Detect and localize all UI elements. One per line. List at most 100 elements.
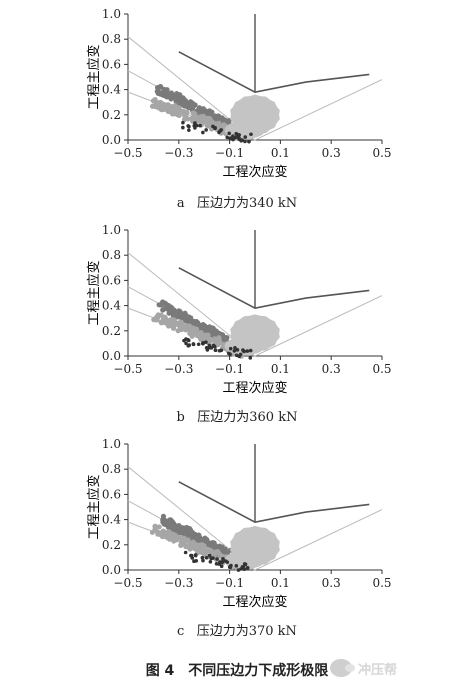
- y-axis-label: 工程主应变: [86, 474, 102, 539]
- x-tick-label: −0.1: [215, 576, 244, 590]
- strain-point: [155, 531, 161, 537]
- strain-point: [193, 126, 197, 130]
- strain-point: [224, 549, 230, 555]
- strain-point: [204, 345, 209, 350]
- strain-point: [218, 129, 222, 133]
- strain-point: [152, 96, 158, 103]
- strain-point: [189, 533, 195, 539]
- caption-letter: a: [176, 196, 185, 211]
- strain-point: [242, 567, 247, 572]
- y-tick-label: 0.8: [102, 248, 121, 262]
- y-tick-label: 0.8: [102, 32, 121, 46]
- strain-point: [201, 558, 205, 563]
- strain-point: [166, 524, 173, 530]
- safety-line: [254, 509, 383, 571]
- strain-point: [240, 138, 244, 142]
- strain-point: [207, 343, 212, 348]
- strain-point: [249, 132, 253, 137]
- strain-point: [182, 540, 188, 546]
- y-tick-label: 0.2: [102, 538, 121, 552]
- strain-point: [189, 333, 195, 339]
- flc-chart-c: −0.5 −0.3 −0.1 0.1 0.3 0.50.00.20.40.60.81.0 …: [86, 437, 392, 610]
- x-tick-label: −0.5: [113, 576, 142, 590]
- strain-point: [216, 338, 223, 344]
- strain-point: [170, 526, 176, 532]
- strain-point: [207, 553, 212, 558]
- strain-point: [229, 563, 233, 568]
- y-tick-label: 0.0: [102, 563, 121, 577]
- strain-point: [216, 120, 222, 126]
- caption-text: 压边力为370 kN: [196, 624, 297, 639]
- x-tick-label: 0.3: [322, 362, 341, 376]
- strain-point: [186, 124, 190, 128]
- y-tick-label: 1.0: [102, 7, 121, 21]
- strain-point: [182, 338, 186, 343]
- strain-point: [241, 348, 245, 352]
- y-tick-label: 0.8: [102, 462, 121, 476]
- y-tick-label: 1.0: [102, 437, 121, 451]
- strain-point: [248, 348, 253, 353]
- strain-point: [194, 333, 200, 339]
- strain-point: [217, 348, 222, 353]
- strain-point: [199, 547, 205, 553]
- strain-point: [225, 560, 230, 564]
- strain-point: [149, 529, 156, 535]
- strain-point: [209, 556, 214, 561]
- strain-point: [204, 340, 208, 344]
- strain-point: [188, 315, 194, 321]
- strain-point: [231, 134, 235, 138]
- caption-c: c 压边力为370 kN: [0, 620, 474, 639]
- x-tick-label: −0.3: [164, 146, 193, 160]
- strain-point: [182, 530, 189, 536]
- strain-point: [219, 544, 225, 550]
- strain-point: [212, 336, 218, 342]
- strain-point: [209, 346, 214, 350]
- strain-point: [196, 342, 201, 347]
- figure-title: 图 4 不同压边力下成形极限: [145, 663, 329, 679]
- wechat-icon: [330, 659, 355, 677]
- y-tick-label: 0.4: [102, 513, 121, 527]
- strain-point: [211, 541, 217, 547]
- y-tick-label: 0.4: [102, 83, 121, 97]
- strain-point: [165, 108, 172, 115]
- strain-point: [174, 92, 180, 98]
- y-tick-label: 0.6: [102, 273, 121, 287]
- strain-point: [153, 103, 159, 109]
- strain-point: [181, 120, 185, 125]
- strain-point: [200, 321, 206, 328]
- strain-point: [237, 354, 242, 359]
- x-tick-label: 0.1: [271, 362, 290, 376]
- strain-point: [167, 317, 174, 323]
- y-tick-label: 0.6: [102, 487, 121, 501]
- y-tick-label: 1.0: [102, 223, 121, 237]
- x-axis-label: 工程次应变: [222, 594, 287, 610]
- x-tick-label: 0.5: [372, 146, 391, 160]
- x-axis-label: 工程次应变: [222, 164, 287, 180]
- watermark-text: 冲压帮: [358, 662, 398, 678]
- panel-b: −0.5 −0.3 −0.1 0.1 0.3 0.5 0.0 0.2 0.4 0.6 0.8 1.0 …: [0, 216, 474, 431]
- strain-point: [184, 524, 190, 531]
- watermark: 冲压帮: [330, 656, 440, 680]
- caption-text: 压边力为340 kN: [196, 196, 298, 211]
- strain-point: [190, 539, 196, 545]
- strain-point: [204, 555, 209, 560]
- strain-point: [194, 546, 200, 552]
- strain-point: [198, 114, 204, 120]
- y-axis-label: 工程主应变: [86, 44, 102, 109]
- strain-point: [170, 311, 176, 317]
- panel-a: −0.5 −0.3 −0.1 0.1 0.3 0.5 0.0 0.2 0.4 0.6 0.8 1.0 …: [0, 0, 474, 215]
- strain-point: [196, 537, 202, 543]
- x-tick-label: 0.3: [322, 146, 341, 160]
- y-tick-label: 0.2: [102, 108, 121, 122]
- strain-point: [184, 341, 188, 346]
- strain-point: [243, 139, 247, 144]
- x-tick-label: −0.3: [164, 362, 193, 376]
- strain-cloud-light: [224, 551, 266, 569]
- strain-point: [168, 92, 174, 98]
- strain-point: [214, 562, 219, 566]
- strain-point: [168, 518, 174, 524]
- strain-point: [237, 136, 241, 141]
- strain-point: [221, 557, 225, 561]
- strain-point: [215, 557, 219, 561]
- flc-curve: [178, 481, 370, 523]
